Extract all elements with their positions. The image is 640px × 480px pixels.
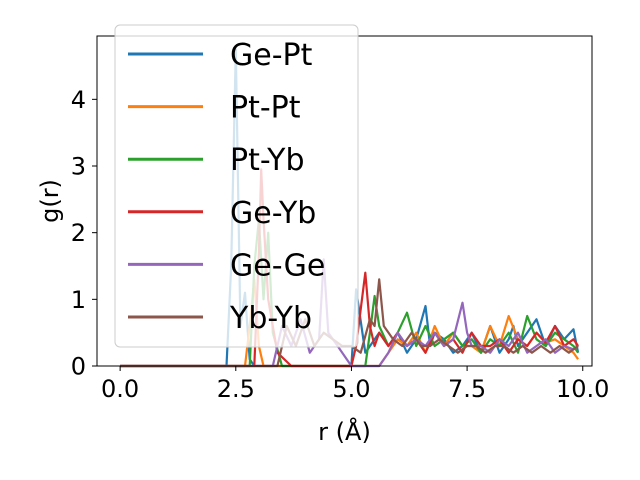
legend-label-ge-ge: Ge-Ge — [230, 248, 325, 283]
legend-label-ge-pt: Ge-Pt — [230, 38, 313, 73]
legend-label-pt-pt: Pt-Pt — [230, 91, 301, 126]
legend-label-ge-yb: Ge-Yb — [230, 196, 316, 231]
y-tick-label: 4 — [71, 86, 86, 114]
legend: Ge-Pt Pt-Pt Pt-Yb Ge-Yb Ge-Ge Yb-Yb — [114, 24, 359, 348]
y-tick-label: 0 — [71, 353, 86, 381]
x-tick-label: 7.5 — [448, 375, 486, 403]
legend-label-pt-yb: Pt-Yb — [230, 143, 305, 178]
y-tick-label: 1 — [71, 286, 86, 314]
x-tick-label: 0.0 — [101, 375, 139, 403]
legend-box — [114, 24, 359, 348]
x-axis-label: r (Å) — [318, 417, 371, 446]
y-axis-label: g(r) — [36, 179, 64, 223]
y-tick-label: 2 — [71, 219, 86, 247]
x-tick-label: 5.0 — [332, 375, 370, 403]
y-tick-label: 3 — [71, 153, 86, 181]
ticks-layer: 0.0 2.5 5.0 7.5 10.0 0 1 2 3 4 — [71, 86, 610, 403]
x-tick-label: 10.0 — [556, 375, 609, 403]
series-line-ge-pt — [120, 48, 580, 368]
legend-label-yb-yb: Yb-Yb — [229, 301, 312, 336]
x-tick-label: 2.5 — [217, 375, 255, 403]
